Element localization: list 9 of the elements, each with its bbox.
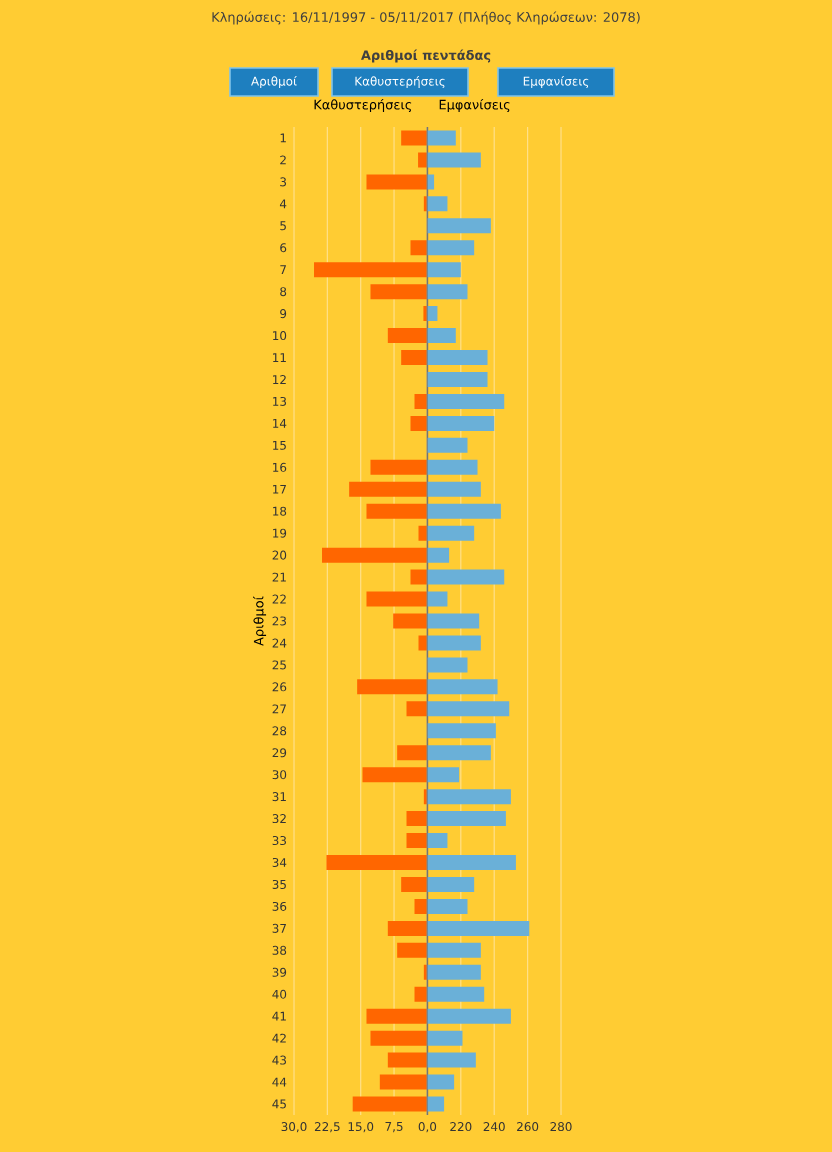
bar — [418, 525, 428, 541]
bar — [414, 393, 428, 409]
bar — [414, 986, 428, 1002]
bar — [410, 415, 428, 431]
bar — [406, 701, 428, 717]
bar — [410, 569, 428, 585]
bar — [418, 635, 428, 651]
bar — [418, 152, 428, 168]
bar — [406, 811, 428, 827]
